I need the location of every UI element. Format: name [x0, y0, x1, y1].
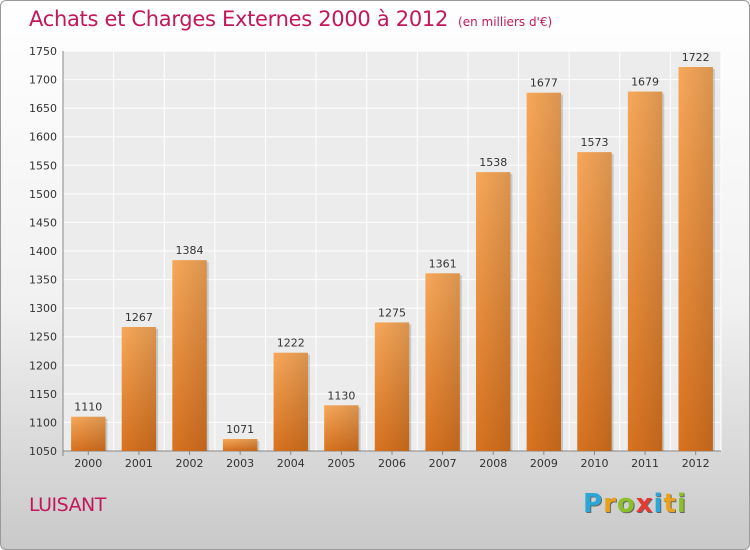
proxiti-logo: Proxiti: [583, 489, 687, 519]
y-tick-label: 1200: [29, 359, 57, 372]
bar-shade: [526, 92, 562, 451]
bar-shade: [324, 405, 359, 451]
bar-shade: [476, 172, 511, 451]
y-tick-label: 1100: [29, 416, 57, 429]
bar-shade: [627, 91, 663, 452]
bar-shade: [121, 327, 157, 451]
chart-title: Achats et Charges Externes 2000 à 2012: [29, 7, 449, 31]
y-tick-label: 1650: [29, 102, 57, 115]
bar-shade: [222, 439, 258, 451]
x-tick-label: 2005: [327, 457, 355, 470]
chart-title-block: Achats et Charges Externes 2000 à 2012 (e…: [29, 7, 552, 31]
logo-letter: i: [653, 489, 664, 519]
logo-letter: x: [635, 489, 654, 519]
bar-shade: [678, 67, 713, 451]
x-tick-label: 2000: [74, 457, 102, 470]
x-tick-label: 2004: [277, 457, 305, 470]
data-label: 1722: [682, 51, 710, 64]
logo-letter: o: [616, 489, 636, 519]
bar-shade: [577, 152, 612, 451]
data-label: 1573: [580, 136, 608, 149]
bar-shade: [273, 352, 308, 451]
y-tick-label: 1150: [29, 388, 57, 401]
data-label: 1275: [378, 306, 406, 319]
y-tick-label: 1550: [29, 159, 57, 172]
logo-letter: i: [676, 489, 687, 519]
bar-shade: [374, 322, 410, 451]
data-label: 1110: [74, 401, 102, 414]
data-label: 1267: [125, 311, 153, 324]
y-tick-label: 1250: [29, 331, 57, 344]
data-label: 1361: [429, 257, 457, 270]
x-tick-label: 2010: [580, 457, 608, 470]
commune-name: LUISANT: [29, 494, 106, 516]
x-tick-label: 2009: [530, 457, 558, 470]
chart-subtitle: (en milliers d'€): [458, 15, 553, 29]
logo-letter: P: [583, 489, 604, 519]
y-tick-label: 1400: [29, 245, 57, 258]
data-label: 1677: [530, 77, 558, 90]
data-label: 1222: [277, 337, 305, 350]
y-tick-label: 1750: [29, 45, 57, 58]
data-label: 1130: [327, 389, 355, 402]
y-tick-label: 1700: [29, 74, 57, 87]
y-tick-label: 1500: [29, 188, 57, 201]
y-tick-label: 1050: [29, 445, 57, 458]
x-tick-label: 2001: [125, 457, 153, 470]
logo-letter: t: [663, 489, 677, 519]
x-tick-label: 2012: [682, 457, 710, 470]
x-tick-label: 2007: [429, 457, 457, 470]
x-tick-label: 2003: [226, 457, 254, 470]
data-label: 1071: [226, 423, 254, 436]
y-tick-label: 1300: [29, 302, 57, 315]
x-tick-label: 2008: [479, 457, 507, 470]
y-tick-label: 1350: [29, 274, 57, 287]
x-tick-label: 2006: [378, 457, 406, 470]
bar-shade: [172, 260, 207, 451]
data-label: 1384: [176, 244, 204, 257]
x-tick-label: 2011: [631, 457, 659, 470]
y-tick-label: 1600: [29, 131, 57, 144]
logo-letter: r: [603, 489, 617, 519]
y-tick-label: 1450: [29, 216, 57, 229]
data-label: 1679: [631, 76, 659, 89]
bar-shade: [425, 273, 460, 451]
bar-shade: [71, 416, 106, 451]
x-tick-label: 2002: [176, 457, 204, 470]
data-label: 1538: [479, 156, 507, 169]
